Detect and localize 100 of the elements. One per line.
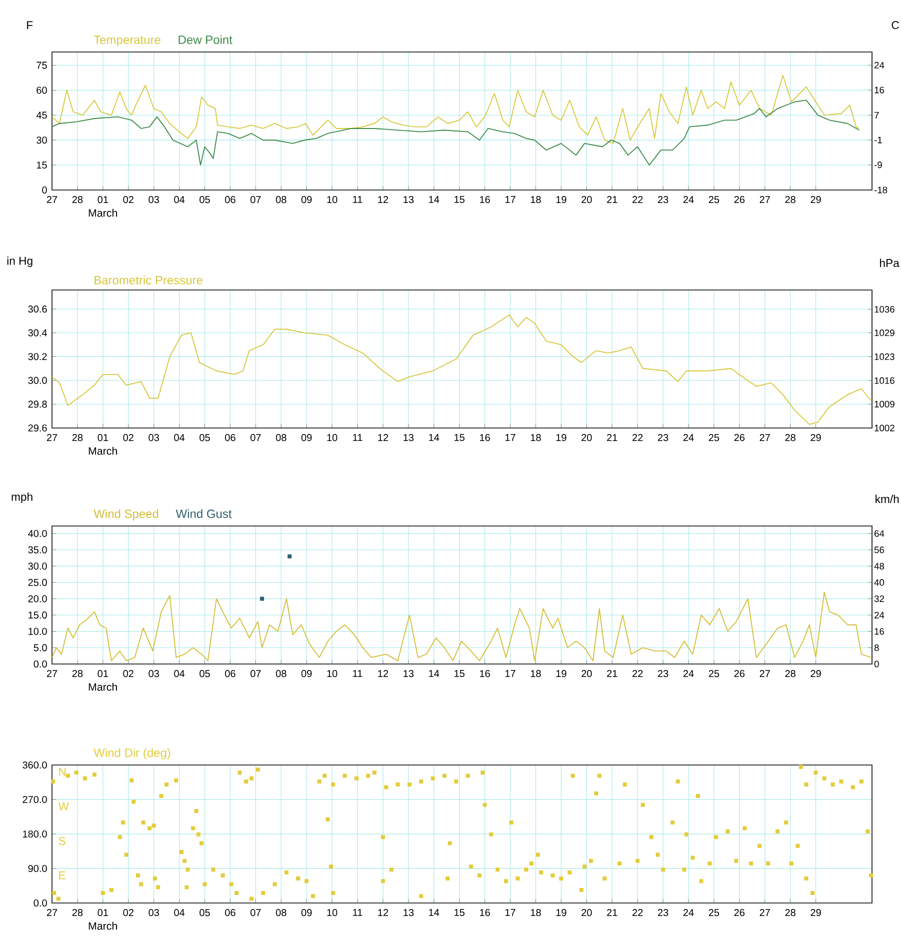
x-tick-label: 26 — [734, 909, 745, 916]
x-tick-label: 19 — [556, 434, 566, 442]
x-tick-label: 06 — [225, 434, 236, 442]
x-tick-label: 22 — [632, 434, 643, 442]
x-tick-label: 12 — [378, 434, 388, 442]
x-tick-label: 04 — [174, 434, 185, 442]
x-tick-label: 21 — [607, 196, 618, 204]
y-axis-title: in Hg — [7, 256, 32, 268]
y-tick-label: 30.0 — [28, 562, 47, 570]
x-tick-label: 11 — [353, 196, 362, 203]
y-tick-label: 30 — [36, 136, 47, 144]
y2-tick-label: -18 — [874, 186, 888, 194]
text: Dew Point — [178, 35, 232, 44]
x-tick-label: 28 — [72, 196, 83, 204]
x-tick-label: 23 — [658, 434, 668, 442]
x-tick-label: 27 — [46, 434, 58, 442]
x-tick-label: 05 — [200, 196, 210, 204]
x-tick-label: 27 — [760, 909, 770, 916]
y-tick-label: 90.0 — [28, 864, 47, 872]
y2-axis-title: C — [892, 21, 899, 30]
x-tick-label: 28 — [72, 434, 83, 442]
x-tick-label: 17 — [505, 196, 516, 203]
x-tick-label: 25 — [708, 434, 720, 442]
x-tick-label: 10 — [327, 909, 338, 916]
x-tick-label: 02 — [123, 196, 134, 204]
x-tick-label: 10 — [327, 196, 338, 204]
annotation: S — [58, 836, 66, 845]
x-tick-label: 27 — [760, 434, 770, 442]
y-tick-label: 0 — [42, 186, 47, 194]
x-tick-label: 16 — [480, 434, 490, 442]
x-tick-label: 28 — [785, 909, 796, 916]
x-tick-label: 26 — [734, 670, 745, 678]
x-tick-label: 23 — [658, 670, 668, 678]
y-tick-label: 30.4 — [28, 329, 47, 336]
x-tick-label: 12 — [378, 196, 388, 204]
y-tick-label: 360.0 — [22, 761, 47, 769]
annotation: W — [58, 802, 69, 810]
x-tick-label: 16 — [480, 196, 490, 204]
x-tick-label: 10 — [327, 670, 338, 678]
x-tick-label: 06 — [225, 196, 236, 204]
x-tick-label: 27 — [760, 196, 770, 204]
x-tick-label: 02 — [123, 434, 134, 442]
x-tick-label: 08 — [276, 196, 286, 204]
y-tick-label: 45 — [36, 112, 47, 119]
x-tick-label: 25 — [708, 196, 720, 204]
x-tick-label: 01 — [98, 670, 108, 678]
x-tick-label: 11 — [353, 434, 362, 441]
x-tick-label: 23 — [658, 909, 668, 916]
y-tick-label: 15.0 — [28, 612, 47, 619]
y2-tick-label: 1016 — [874, 377, 894, 384]
x-tick-label: 10 — [327, 434, 338, 442]
x-tick-label: 06 — [225, 670, 236, 678]
y2-tick-label: 24 — [874, 62, 884, 68]
x-tick-label: 28 — [72, 909, 83, 916]
text: Wind Gust — [176, 509, 232, 518]
y2-tick-label: 32 — [874, 595, 884, 602]
text: Barometric Pressure — [94, 276, 202, 284]
y-tick-label: 29.8 — [28, 400, 47, 408]
x-tick-label: 21 — [607, 434, 618, 442]
x-tick-label: 08 — [276, 909, 286, 916]
x-tick-label: 24 — [683, 670, 694, 678]
x-tick-label: 15 — [454, 434, 464, 442]
x-tick-label: 07 — [250, 196, 261, 204]
x-tick-label: 26 — [734, 434, 745, 442]
y2-tick-label: 1009 — [874, 400, 894, 408]
x-tick-label: 09 — [301, 909, 312, 916]
y2-axis-title: hPa — [880, 258, 900, 268]
text: Temperature — [94, 36, 160, 46]
annotation: N — [59, 768, 66, 776]
y-tick-label: 5.0 — [34, 644, 47, 652]
x-tick-label: 15 — [454, 909, 464, 916]
x-tick-label: 21 — [607, 670, 618, 678]
x-axis-title: March — [88, 446, 117, 455]
x-tick-label: 23 — [658, 196, 668, 204]
x-tick-label: 01 — [98, 196, 108, 204]
x-tick-label: 09 — [301, 196, 312, 204]
y2-tick-label: 48 — [874, 562, 884, 570]
x-tick-label: 14 — [429, 434, 440, 441]
text: Wind Speed — [94, 509, 158, 520]
x-tick-label: 22 — [632, 909, 643, 916]
y2-tick-label: -9 — [874, 162, 882, 168]
x-tick-label: 04 — [174, 670, 185, 678]
x-tick-label: 28 — [785, 434, 796, 442]
y-tick-label: 60 — [36, 86, 47, 94]
x-tick-label: 07 — [250, 670, 261, 678]
y-tick-label: 10.0 — [28, 628, 47, 635]
x-tick-label: 15 — [454, 670, 464, 678]
x-tick-label: 29 — [810, 909, 821, 916]
x-tick-label: 24 — [683, 434, 694, 442]
x-tick-label: 05 — [200, 434, 210, 442]
x-tick-label: 15 — [454, 196, 464, 204]
y2-tick-label: 0 — [874, 660, 879, 668]
x-tick-label: 02 — [123, 909, 134, 916]
y2-tick-label: 64 — [874, 530, 884, 537]
x-tick-label: 13 — [404, 670, 414, 678]
x-tick-label: 04 — [174, 196, 185, 204]
y2-axis-title: km/h — [876, 494, 899, 504]
x-tick-label: 13 — [404, 909, 414, 916]
x-tick-label: 08 — [276, 434, 286, 442]
x-tick-label: 14 — [429, 909, 440, 916]
